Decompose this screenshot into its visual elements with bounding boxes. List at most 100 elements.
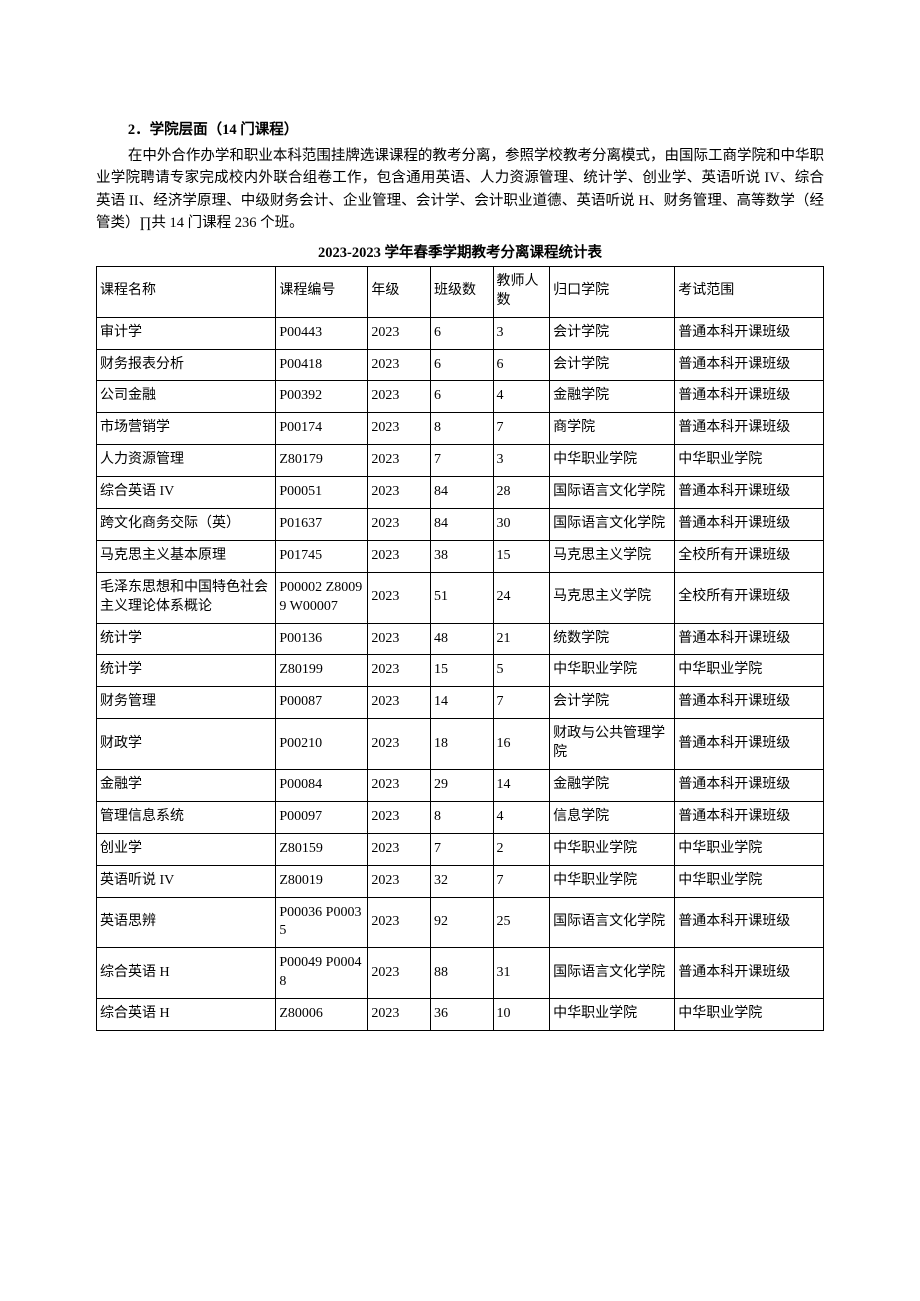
table-row: 英语思辨P00036 P0003520239225国际语言文化学院普通本科开课班…: [97, 897, 824, 948]
cell-course-code: P00210: [276, 719, 368, 770]
cell-year: 2023: [368, 623, 431, 655]
cell-year: 2023: [368, 833, 431, 865]
intro-paragraph: 在中外合作办学和职业本科范围挂牌选课课程的教考分离，参照学校教考分离模式，由国际…: [96, 145, 824, 235]
cell-department: 国际语言文化学院: [550, 477, 675, 509]
cell-course-name: 跨文化商务交际（英）: [97, 509, 276, 541]
cell-class-count: 6: [430, 381, 493, 413]
cell-year: 2023: [368, 948, 431, 999]
cell-year: 2023: [368, 477, 431, 509]
table-row: 财务管理P000872023147会计学院普通本科开课班级: [97, 687, 824, 719]
course-table: 课程名称 课程编号 年级 班级数 教师人数 归口学院 考试范围 审计学P0044…: [96, 266, 824, 1031]
cell-class-count: 7: [430, 833, 493, 865]
document-page: 2．学院层面（14 门课程） 在中外合作办学和职业本科范围挂牌选课课程的教考分离…: [0, 0, 920, 1091]
cell-class-count: 48: [430, 623, 493, 655]
cell-year: 2023: [368, 509, 431, 541]
cell-course-name: 英语思辨: [97, 897, 276, 948]
cell-department: 国际语言文化学院: [550, 897, 675, 948]
cell-year: 2023: [368, 801, 431, 833]
cell-year: 2023: [368, 655, 431, 687]
cell-teacher-count: 10: [493, 999, 550, 1031]
cell-course-name: 综合英语 H: [97, 948, 276, 999]
cell-department: 金融学院: [550, 381, 675, 413]
cell-exam-scope: 普通本科开课班级: [675, 719, 824, 770]
col-course-code: 课程编号: [276, 266, 368, 317]
cell-exam-scope: 中华职业学院: [675, 655, 824, 687]
cell-year: 2023: [368, 445, 431, 477]
cell-teacher-count: 30: [493, 509, 550, 541]
col-course-name: 课程名称: [97, 266, 276, 317]
cell-year: 2023: [368, 349, 431, 381]
cell-teacher-count: 24: [493, 572, 550, 623]
table-row: 英语听说 IVZ800192023327中华职业学院中华职业学院: [97, 865, 824, 897]
cell-class-count: 8: [430, 801, 493, 833]
cell-course-code: P01745: [276, 540, 368, 572]
cell-class-count: 8: [430, 413, 493, 445]
cell-exam-scope: 普通本科开课班级: [675, 801, 824, 833]
cell-teacher-count: 25: [493, 897, 550, 948]
cell-course-name: 综合英语 H: [97, 999, 276, 1031]
cell-teacher-count: 6: [493, 349, 550, 381]
cell-course-name: 金融学: [97, 770, 276, 802]
cell-teacher-count: 2: [493, 833, 550, 865]
cell-department: 商学院: [550, 413, 675, 445]
cell-exam-scope: 全校所有开课班级: [675, 540, 824, 572]
table-body: 审计学P00443202363会计学院普通本科开课班级财务报表分析P004182…: [97, 317, 824, 1030]
cell-course-code: Z80179: [276, 445, 368, 477]
cell-course-name: 统计学: [97, 655, 276, 687]
cell-course-name: 创业学: [97, 833, 276, 865]
cell-class-count: 88: [430, 948, 493, 999]
cell-year: 2023: [368, 540, 431, 572]
cell-department: 统数学院: [550, 623, 675, 655]
cell-course-code: P00174: [276, 413, 368, 445]
cell-department: 会计学院: [550, 317, 675, 349]
cell-teacher-count: 15: [493, 540, 550, 572]
table-row: 金融学P0008420232914金融学院普通本科开课班级: [97, 770, 824, 802]
cell-year: 2023: [368, 413, 431, 445]
cell-course-name: 市场营销学: [97, 413, 276, 445]
cell-year: 2023: [368, 687, 431, 719]
cell-exam-scope: 中华职业学院: [675, 999, 824, 1031]
table-row: 综合英语 IVP0005120238428国际语言文化学院普通本科开课班级: [97, 477, 824, 509]
cell-exam-scope: 普通本科开课班级: [675, 317, 824, 349]
cell-teacher-count: 28: [493, 477, 550, 509]
cell-department: 马克思主义学院: [550, 540, 675, 572]
table-row: 管理信息系统P00097202384信息学院普通本科开课班级: [97, 801, 824, 833]
cell-course-code: P00049 P00048: [276, 948, 368, 999]
section-heading: 2．学院层面（14 门课程）: [96, 118, 824, 139]
table-row: 马克思主义基本原理P0174520233815马克思主义学院全校所有开课班级: [97, 540, 824, 572]
cell-exam-scope: 普通本科开课班级: [675, 381, 824, 413]
table-row: 财务报表分析P00418202366会计学院普通本科开课班级: [97, 349, 824, 381]
cell-course-code: P00084: [276, 770, 368, 802]
cell-course-name: 财政学: [97, 719, 276, 770]
cell-class-count: 51: [430, 572, 493, 623]
cell-exam-scope: 普通本科开课班级: [675, 687, 824, 719]
cell-class-count: 29: [430, 770, 493, 802]
cell-year: 2023: [368, 999, 431, 1031]
cell-teacher-count: 4: [493, 381, 550, 413]
cell-course-name: 公司金融: [97, 381, 276, 413]
cell-course-code: P00443: [276, 317, 368, 349]
cell-course-name: 财务报表分析: [97, 349, 276, 381]
cell-teacher-count: 7: [493, 865, 550, 897]
cell-exam-scope: 普通本科开课班级: [675, 623, 824, 655]
cell-class-count: 6: [430, 349, 493, 381]
cell-teacher-count: 4: [493, 801, 550, 833]
cell-course-code: P00418: [276, 349, 368, 381]
table-row: 综合英语 HZ8000620233610中华职业学院中华职业学院: [97, 999, 824, 1031]
cell-course-code: P00087: [276, 687, 368, 719]
table-row: 创业学Z80159202372中华职业学院中华职业学院: [97, 833, 824, 865]
cell-exam-scope: 中华职业学院: [675, 445, 824, 477]
cell-year: 2023: [368, 897, 431, 948]
cell-course-code: Z80006: [276, 999, 368, 1031]
cell-year: 2023: [368, 865, 431, 897]
cell-department: 信息学院: [550, 801, 675, 833]
table-row: 综合英语 HP00049 P0004820238831国际语言文化学院普通本科开…: [97, 948, 824, 999]
cell-department: 马克思主义学院: [550, 572, 675, 623]
cell-year: 2023: [368, 770, 431, 802]
table-row: 公司金融P00392202364金融学院普通本科开课班级: [97, 381, 824, 413]
table-row: 审计学P00443202363会计学院普通本科开课班级: [97, 317, 824, 349]
cell-course-name: 毛泽东思想和中国特色社会主义理论体系概论: [97, 572, 276, 623]
cell-class-count: 15: [430, 655, 493, 687]
cell-course-name: 人力资源管理: [97, 445, 276, 477]
cell-department: 金融学院: [550, 770, 675, 802]
